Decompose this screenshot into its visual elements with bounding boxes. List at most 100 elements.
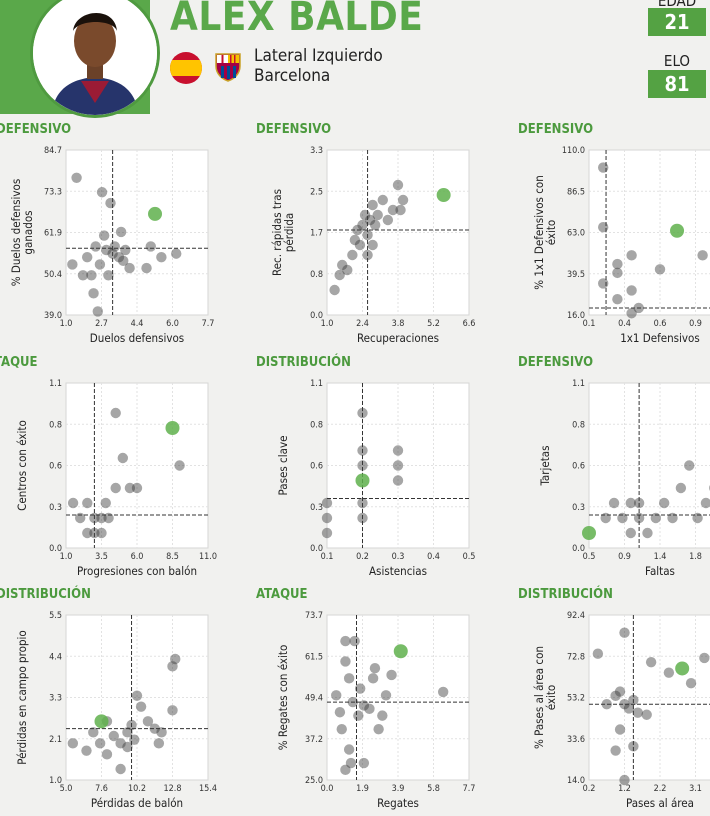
data-point (167, 705, 178, 716)
data-point (700, 497, 710, 509)
data-point (75, 512, 86, 524)
data-point (77, 270, 89, 281)
player-photo (30, 0, 160, 118)
data-point (96, 187, 108, 198)
y-tick-label: 0.3 (310, 503, 323, 513)
y-tick-label: 73.7 (305, 611, 323, 621)
y-tick-label: 53.2 (567, 694, 585, 704)
scatter-chart: 1.0 2.4 3.8 5.2 6.6 0.0 0.8 1.7 2.5 3.3 Recuperaci… (270, 146, 475, 345)
y-tick-label: 1.1 (310, 379, 323, 389)
x-tick-label: 1.2 (618, 784, 631, 794)
y-axis-label: éxito (544, 685, 558, 711)
y-tick-label: 33.6 (567, 735, 585, 745)
data-point (369, 662, 381, 674)
data-point (357, 512, 368, 524)
data-point (142, 716, 154, 727)
data-point (115, 226, 127, 238)
y-tick-label: 92.4 (567, 611, 585, 621)
data-point (675, 482, 687, 494)
data-point (357, 219, 368, 231)
y-tick-label: 39.5 (567, 270, 585, 280)
data-point (380, 690, 392, 701)
data-point (685, 677, 697, 689)
y-tick-label: 1.7 (310, 229, 323, 239)
data-point (98, 230, 110, 241)
data-point (122, 727, 133, 738)
data-point (641, 709, 652, 720)
data-point (126, 719, 137, 731)
x-tick-label: 3.8 (392, 319, 405, 329)
y-tick-label: 25.0 (305, 776, 323, 786)
data-point (364, 703, 375, 715)
data-point (82, 497, 93, 509)
data-point (387, 204, 399, 216)
data-point (124, 262, 135, 274)
x-tick-label: 3.5 (95, 552, 108, 562)
data-point (67, 259, 78, 270)
data-point (357, 497, 368, 509)
player-point (670, 223, 685, 238)
data-point (598, 278, 609, 289)
data-point (167, 661, 178, 672)
data-point (382, 214, 394, 226)
y-tick-label: 0.3 (49, 503, 62, 513)
x-tick-label: 6.6 (463, 319, 476, 329)
data-point (340, 764, 351, 776)
data-point (349, 234, 361, 246)
y-tick-label: 0.6 (310, 462, 323, 472)
y-tick-label: 110.0 (562, 146, 585, 156)
section-title: DISTRIBUCIÓN (518, 587, 613, 602)
data-point (105, 197, 116, 209)
data-point (625, 527, 636, 539)
data-point (135, 701, 147, 712)
data-point (608, 497, 620, 509)
data-point (612, 294, 623, 305)
data-point (94, 259, 106, 270)
x-tick-label: 0.9 (618, 552, 631, 562)
data-point (354, 239, 366, 251)
data-point (667, 512, 678, 524)
x-tick-label: 0.1 (583, 319, 596, 329)
data-point (395, 204, 406, 216)
player-point (148, 206, 163, 221)
y-axis-label: % Regates con éxito (276, 645, 290, 751)
data-point (612, 258, 623, 270)
data-point (612, 267, 623, 279)
player-point (675, 661, 690, 676)
x-tick-label: 0.2 (583, 784, 596, 794)
y-tick-label: 0.8 (49, 420, 62, 430)
data-point (113, 252, 125, 263)
x-tick-label: 5.8 (427, 784, 440, 794)
y-tick-label: 0.0 (49, 544, 62, 554)
data-point (645, 656, 657, 668)
data-point (103, 512, 114, 524)
y-tick-label: 61.5 (305, 652, 323, 662)
data-point (362, 249, 373, 261)
y-tick-label: 61.9 (44, 229, 62, 239)
y-tick-label: 0.6 (572, 462, 585, 472)
data-point (101, 244, 112, 256)
data-point (369, 219, 381, 231)
data-point (117, 452, 128, 464)
x-tick-label: 7.7 (463, 784, 476, 794)
y-tick-label: 16.0 (567, 311, 585, 321)
x-tick-label: 7.7 (202, 319, 215, 329)
data-point (619, 774, 630, 786)
data-point (109, 241, 120, 252)
x-tick-label: 1.9 (356, 784, 369, 794)
data-point (358, 757, 370, 769)
data-point (96, 512, 107, 524)
data-point (88, 288, 99, 299)
spain-flag-icon (170, 52, 202, 84)
data-point (642, 527, 653, 539)
x-tick-label: 1.8 (689, 552, 702, 562)
data-point (633, 302, 644, 314)
data-point (340, 635, 351, 647)
data-point (110, 407, 121, 419)
data-point (633, 512, 645, 524)
player-point (94, 714, 109, 729)
data-point (692, 512, 703, 524)
data-point (145, 241, 156, 252)
section-title: DEFENSIVO (256, 122, 332, 137)
y-tick-label: 3.3 (310, 146, 323, 156)
